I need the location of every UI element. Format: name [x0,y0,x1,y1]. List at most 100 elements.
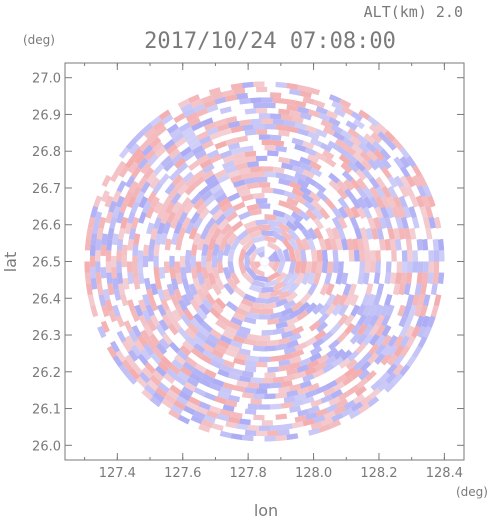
radar-cell [98,216,107,229]
radar-cell [264,235,278,244]
radar-cell [351,368,364,380]
radar-cell [325,283,335,296]
radar-cell [238,248,247,262]
radar-cell [293,292,306,304]
radar-cell [106,165,117,178]
radar-cell [117,283,126,296]
radar-cell [291,187,305,198]
radar-cell [157,360,170,373]
radar-cell [387,175,398,189]
radar-cell [143,167,155,180]
radar-cell [244,387,257,394]
radar-cell [272,166,285,174]
radar-cell [375,196,385,209]
radar-cell [223,227,235,241]
radar-cell [170,318,182,331]
radar-cell [403,227,412,240]
radar-cell [186,303,198,317]
radar-cell [137,176,148,189]
radar-cell [141,216,151,230]
radar-cell [320,370,333,381]
radar-cell [247,92,259,99]
radar-cell [108,200,117,213]
radar-cell [90,205,99,218]
radar-cell [393,165,405,179]
radar-cell [130,309,140,323]
radar-cell [328,419,342,429]
radar-cell [130,344,142,357]
radar-cell [419,205,428,219]
radar-cell [402,206,412,219]
radar-cell [296,334,310,345]
radar-cell [316,354,330,365]
radar-cell [411,294,420,307]
radar-cell [294,393,307,402]
radar-cell [358,109,371,121]
radar-cell [302,396,315,405]
radar-cell [428,250,434,262]
radar-cell [391,250,397,262]
radar-cell [331,216,342,230]
radar-cell [264,171,277,178]
radar-cell [214,118,227,127]
radar-cell [236,380,249,388]
radar-cell [275,81,288,89]
radar-cell [291,325,305,336]
radar-cell [309,352,322,363]
radar-cell [204,217,216,230]
radar-cell [278,156,291,164]
radar-cell [154,233,162,246]
x-unit-label: (deg) [456,485,488,499]
radar-cell [165,201,176,215]
radar-cell [357,196,368,210]
radar-cell [241,238,254,251]
radar-cell [207,237,217,251]
radar-cell [193,197,205,210]
radar-cell [217,391,230,400]
radar-cell [208,87,221,96]
radar-cell [238,348,251,356]
radar-cell [305,102,318,111]
radar-cell [214,418,227,427]
radar-cell [324,197,336,210]
radar-cell [241,81,254,89]
radar-cell [177,141,190,153]
radar-cell [305,302,318,315]
radar-cell [319,216,331,230]
radar-cell [162,288,172,302]
radar-cell [302,169,315,179]
radar-cell [217,101,230,110]
radar-cell [288,153,302,162]
radar-cell [283,119,296,127]
radar-cell [105,299,114,312]
radar-cell [306,328,320,340]
radar-cell [332,381,346,392]
radar-cell [141,144,154,157]
radar-cell [244,243,257,257]
radar-cell [149,136,162,149]
radar-cell [312,392,326,402]
radar-center [260,257,269,266]
radar-cell [310,93,323,102]
radar-cell [343,399,356,411]
radar-cell [232,179,246,188]
radar-cell [199,158,213,169]
radar-cell [212,355,225,365]
radar-cell [133,339,145,352]
radar-cell [169,216,180,229]
radar-cell [209,307,221,319]
radar-cell [252,213,265,221]
radar-cell [425,227,433,240]
radar-cell [416,238,423,251]
y-tick-label: 26.1 [32,403,61,418]
radar-cell [369,123,381,135]
radar-cell [405,325,415,338]
radar-cell [319,283,330,296]
radar-cell [267,107,279,114]
radar-cell [190,318,202,330]
radar-cell [373,238,381,251]
radar-cell [140,329,151,342]
radar-cell [333,348,346,360]
radar-cell [146,172,158,185]
radar-cell [283,212,297,224]
